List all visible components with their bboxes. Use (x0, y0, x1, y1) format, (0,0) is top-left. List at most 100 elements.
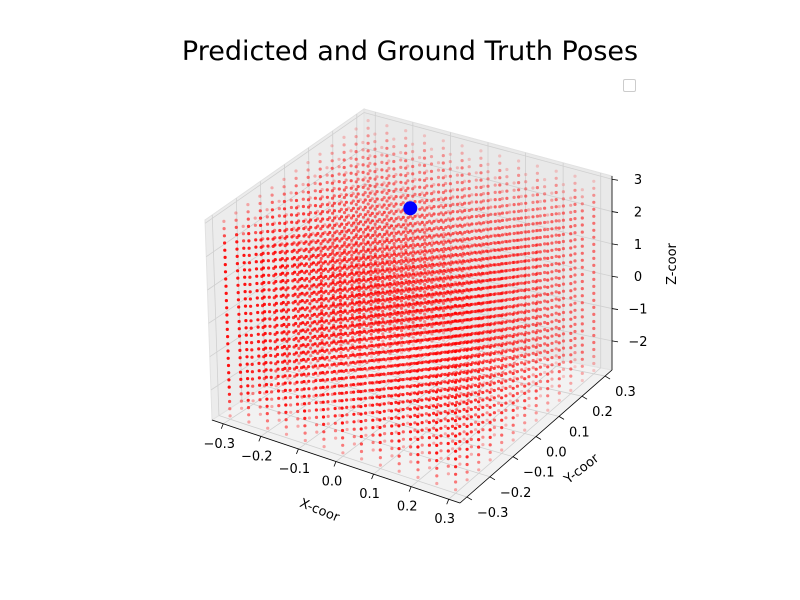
predicted-point (527, 244, 531, 248)
predicted-point (385, 238, 389, 242)
predicted-point (465, 222, 470, 226)
predicted-point (303, 424, 307, 428)
predicted-point (427, 420, 431, 425)
predicted-point (337, 194, 341, 198)
predicted-point (538, 271, 542, 276)
predicted-point (456, 217, 460, 221)
predicted-point (382, 365, 386, 369)
predicted-point (352, 427, 356, 431)
predicted-point (325, 195, 329, 199)
x-tick (408, 486, 412, 492)
predicted-point (500, 440, 504, 445)
predicted-point (511, 364, 515, 368)
predicted-point (362, 278, 366, 282)
predicted-point (408, 385, 412, 389)
predicted-point (443, 306, 447, 310)
predicted-point (423, 334, 427, 339)
predicted-point (420, 191, 424, 195)
predicted-point (374, 328, 378, 332)
predicted-point (380, 280, 385, 284)
predicted-point (484, 220, 489, 224)
predicted-point (592, 277, 596, 281)
z-tick-label: 1 (634, 238, 642, 253)
predicted-point (326, 247, 330, 251)
predicted-point (316, 217, 320, 221)
y-grid-floor (310, 355, 560, 417)
predicted-point (546, 235, 550, 239)
predicted-point (277, 396, 281, 400)
predicted-point (382, 342, 386, 346)
predicted-point (538, 372, 543, 376)
predicted-point (356, 360, 360, 364)
predicted-point (569, 331, 573, 335)
predicted-point (517, 195, 521, 199)
predicted-point (320, 346, 324, 350)
predicted-point (504, 269, 508, 273)
predicted-point (427, 451, 432, 455)
predicted-point (319, 260, 323, 264)
predicted-point (339, 347, 343, 351)
predicted-point (527, 375, 531, 379)
predicted-point (385, 161, 389, 165)
predicted-point (363, 220, 368, 224)
predicted-point (418, 185, 422, 189)
predicted-point (257, 376, 261, 380)
predicted-point (355, 286, 359, 290)
predicted-point (418, 237, 422, 241)
predicted-point (377, 298, 381, 302)
predicted-point (320, 319, 324, 323)
predicted-point (413, 214, 417, 218)
predicted-point (477, 453, 481, 457)
predicted-point (469, 452, 473, 456)
predicted-point (304, 330, 308, 334)
predicted-point (493, 241, 497, 245)
predicted-point (386, 305, 390, 309)
predicted-point (580, 329, 584, 333)
predicted-point (505, 218, 509, 222)
predicted-point (431, 396, 436, 401)
predicted-point (455, 415, 459, 419)
predicted-point (282, 315, 286, 319)
predicted-point (573, 195, 577, 199)
predicted-point (485, 315, 489, 319)
predicted-point (408, 324, 412, 329)
predicted-point (538, 235, 542, 240)
predicted-point (285, 257, 289, 261)
predicted-point (307, 227, 311, 231)
predicted-point (308, 302, 312, 306)
predicted-point (401, 245, 406, 249)
predicted-point (462, 355, 466, 360)
predicted-point (362, 283, 366, 287)
predicted-point (435, 428, 439, 432)
predicted-point (470, 200, 474, 204)
predicted-point (377, 373, 381, 377)
predicted-point (451, 195, 455, 199)
predicted-point (481, 338, 485, 342)
predicted-point (496, 321, 500, 325)
predicted-point (435, 420, 439, 425)
predicted-point (363, 374, 367, 378)
predicted-point (429, 169, 434, 173)
predicted-point (312, 268, 316, 272)
predicted-point (511, 327, 515, 331)
predicted-point (441, 146, 445, 150)
predicted-point (418, 259, 422, 263)
predicted-point (408, 400, 412, 404)
predicted-point (397, 409, 401, 413)
predicted-point (465, 363, 469, 368)
predicted-point (335, 259, 339, 263)
predicted-point (478, 404, 482, 408)
predicted-point (504, 284, 508, 288)
predicted-point (359, 390, 363, 394)
predicted-point (368, 169, 372, 173)
predicted-point (346, 319, 350, 323)
predicted-point (423, 320, 427, 324)
predicted-point (458, 238, 462, 242)
predicted-point (469, 422, 473, 426)
predicted-point (427, 292, 431, 296)
predicted-point (316, 224, 320, 228)
predicted-point (462, 385, 466, 389)
predicted-point (430, 302, 434, 306)
predicted-point (342, 203, 347, 207)
predicted-point (394, 378, 398, 382)
